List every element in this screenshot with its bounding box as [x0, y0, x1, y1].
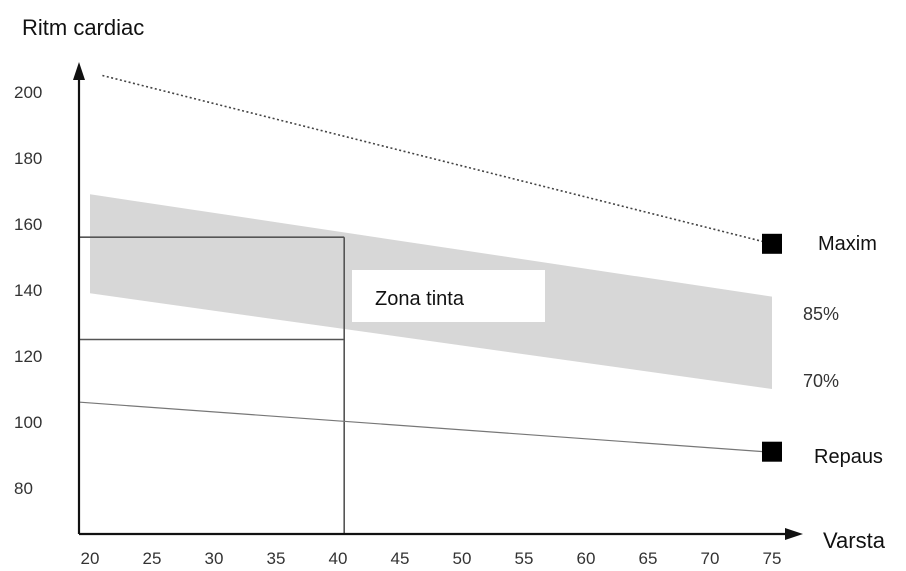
- y-tick-label: 180: [14, 149, 42, 168]
- repaus-line: [79, 401, 765, 453]
- maxim-marker: [762, 233, 782, 254]
- maxim-line: [102, 74, 765, 243]
- y-tick-label: 100: [14, 413, 42, 432]
- x-tick-label: 30: [205, 549, 224, 568]
- x-axis-title: Varsta: [823, 528, 886, 553]
- maxim-label: Maxim: [818, 233, 877, 255]
- x-tick-label: 65: [639, 549, 658, 568]
- x-tick-label: 35: [267, 549, 286, 568]
- x-axis-arrow: [785, 528, 803, 540]
- repaus-label: Repaus: [814, 446, 883, 468]
- repaus-marker: [762, 441, 782, 462]
- x-tick-label: 20: [81, 549, 100, 568]
- x-tick-label: 40: [329, 549, 348, 568]
- pct-70-label: 70%: [803, 371, 839, 391]
- x-tick-label: 55: [515, 549, 534, 568]
- y-axis-title: Ritm cardiac: [22, 15, 144, 40]
- y-tick-label: 80: [14, 479, 33, 498]
- plot-area: Zona tinta Maxim Repaus 85% 70% 80 100 120 140 16…: [14, 62, 883, 568]
- y-tick-label: 200: [14, 83, 42, 102]
- y-tick-label: 120: [14, 347, 42, 366]
- y-tick-label: 140: [14, 281, 42, 300]
- y-tick-label: 160: [14, 215, 42, 234]
- x-tick-label: 25: [143, 549, 162, 568]
- pct-85-label: 85%: [803, 304, 839, 324]
- x-tick-label: 70: [701, 549, 720, 568]
- x-tick-label: 50: [453, 549, 472, 568]
- x-tick-label: 45: [391, 549, 410, 568]
- zone-label: Zona tinta: [375, 288, 465, 310]
- x-tick-label: 75: [763, 549, 782, 568]
- x-tick-label: 60: [577, 549, 596, 568]
- zone-label-box: [352, 270, 545, 322]
- y-axis-arrow: [73, 62, 85, 80]
